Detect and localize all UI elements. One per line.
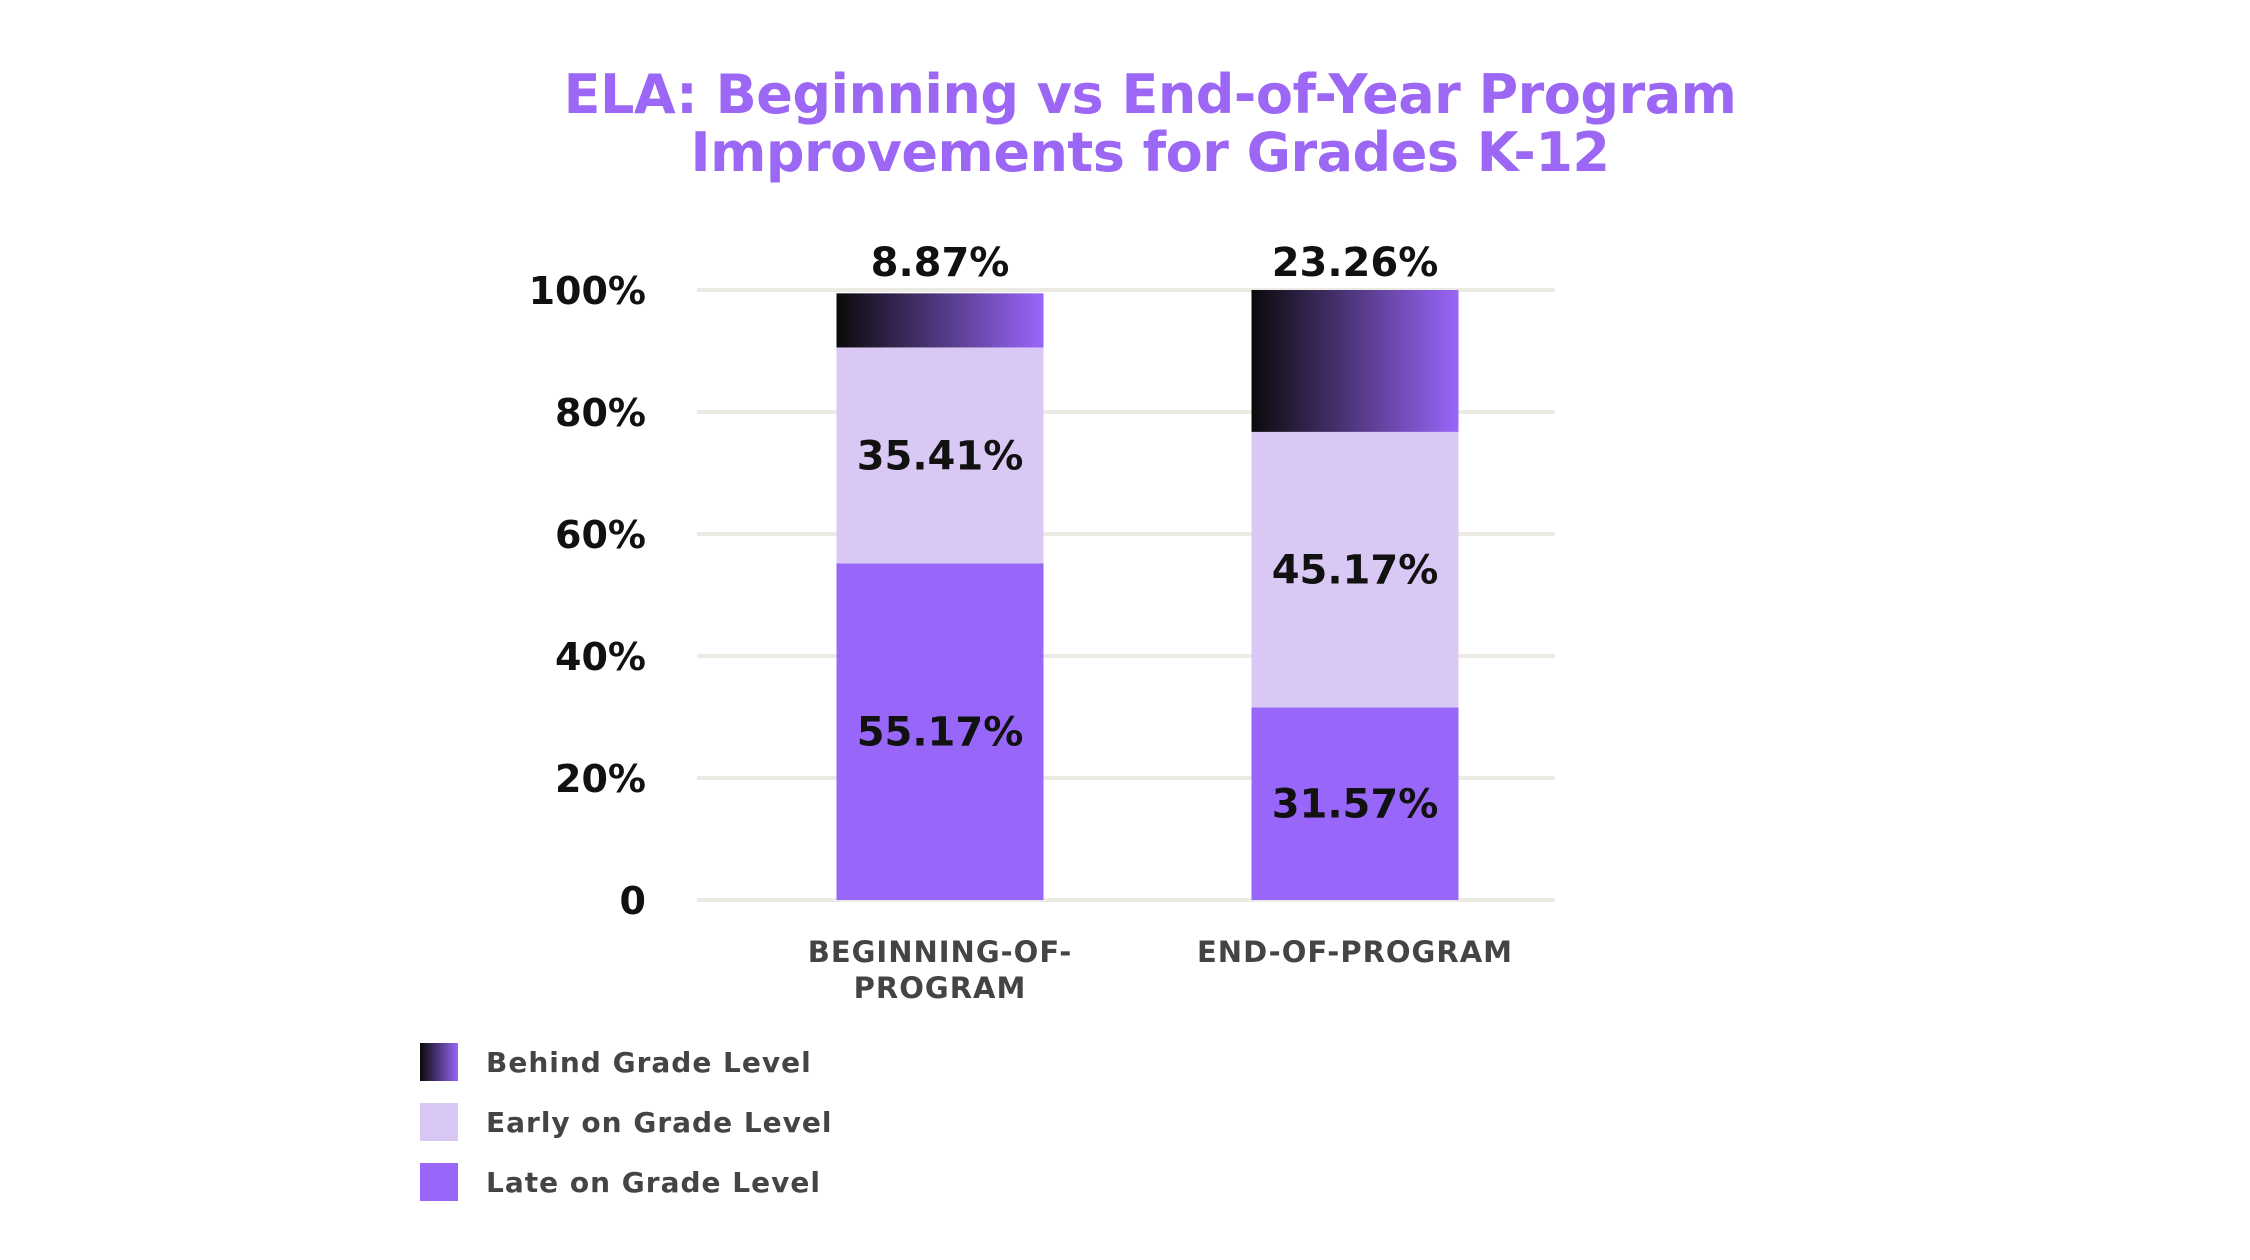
y-tick-label: 80% <box>555 391 646 435</box>
bar-segment <box>1251 431 1459 708</box>
legend-label-early: Early on Grade Level <box>486 1105 833 1139</box>
legend-item-behind: Behind Grade Level <box>420 1043 832 1081</box>
y-tick-label: 60% <box>555 513 646 557</box>
legend-swatch-behind <box>420 1043 458 1081</box>
bar-segment <box>836 293 1044 348</box>
legend-label-late: Late on Grade Level <box>486 1165 821 1199</box>
data-label: 45.17% <box>1272 548 1439 594</box>
y-tick-label: 40% <box>555 635 646 679</box>
legend-swatch-late <box>420 1163 458 1201</box>
bar-segment <box>836 563 1044 900</box>
x-category-label: END-OF-PROGRAM <box>1197 935 1513 969</box>
bar-segment <box>1251 707 1459 900</box>
bar-segment <box>1251 290 1459 432</box>
bar-segment <box>836 347 1044 564</box>
chart-title: ELA: Beginning vs End-of-Year Program Im… <box>0 66 2250 182</box>
y-axis-ticks: 0 20% 40% 60% 80% 100% <box>529 269 646 923</box>
data-label: 55.17% <box>857 710 1024 756</box>
data-label: 31.57% <box>1272 782 1439 828</box>
chart-title-line-2: Improvements for Grades K-12 <box>690 121 1610 184</box>
chart-title-line-1: ELA: Beginning vs End-of-Year Program <box>563 63 1737 126</box>
x-axis-categories: BEGINNING-OF-PROGRAM END-OF-PROGRAM <box>808 935 1513 1005</box>
data-label: 35.41% <box>857 433 1024 479</box>
data-label: 23.26% <box>1272 240 1439 286</box>
y-tick-label: 0 <box>620 879 646 923</box>
x-category-label: PROGRAM <box>854 971 1027 1005</box>
y-tick-label: 20% <box>555 757 646 801</box>
legend: Behind Grade Level Early on Grade Level … <box>420 1043 832 1223</box>
legend-item-late: Late on Grade Level <box>420 1163 832 1201</box>
legend-item-early: Early on Grade Level <box>420 1103 832 1141</box>
bars <box>836 290 1459 900</box>
legend-label-behind: Behind Grade Level <box>486 1045 812 1079</box>
data-label: 8.87% <box>871 240 1010 286</box>
legend-swatch-early <box>420 1103 458 1141</box>
x-category-label: BEGINNING-OF- <box>808 935 1073 969</box>
data-labels: 55.17% 35.41% 8.87% 31.57% 45.17% 23.26% <box>857 240 1439 828</box>
y-tick-label: 100% <box>529 269 646 313</box>
